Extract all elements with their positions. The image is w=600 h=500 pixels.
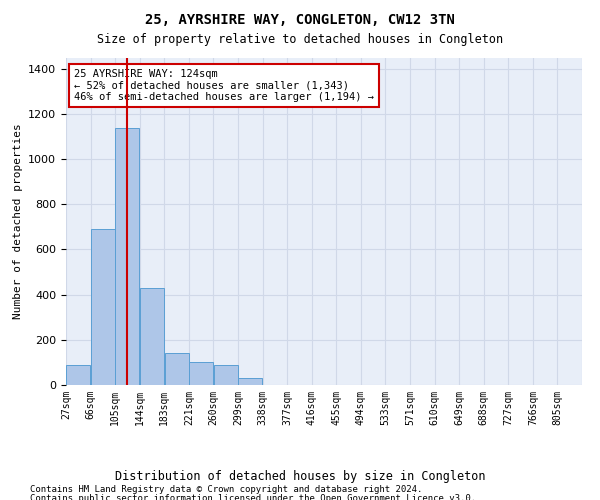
Y-axis label: Number of detached properties: Number of detached properties <box>13 124 23 319</box>
Text: Contains public sector information licensed under the Open Government Licence v3: Contains public sector information licen… <box>30 494 476 500</box>
Text: 25 AYRSHIRE WAY: 124sqm
← 52% of detached houses are smaller (1,343)
46% of semi: 25 AYRSHIRE WAY: 124sqm ← 52% of detache… <box>74 69 374 102</box>
Text: Distribution of detached houses by size in Congleton: Distribution of detached houses by size … <box>115 470 485 483</box>
Bar <box>238 378 262 385</box>
Bar <box>115 128 139 385</box>
Bar <box>214 364 238 385</box>
Text: Size of property relative to detached houses in Congleton: Size of property relative to detached ho… <box>97 32 503 46</box>
Bar <box>91 229 115 385</box>
Text: 25, AYRSHIRE WAY, CONGLETON, CW12 3TN: 25, AYRSHIRE WAY, CONGLETON, CW12 3TN <box>145 12 455 26</box>
Bar <box>66 364 91 385</box>
Text: Contains HM Land Registry data © Crown copyright and database right 2024.: Contains HM Land Registry data © Crown c… <box>30 485 422 494</box>
Bar <box>140 288 164 385</box>
Bar <box>164 354 188 385</box>
Bar <box>189 362 213 385</box>
